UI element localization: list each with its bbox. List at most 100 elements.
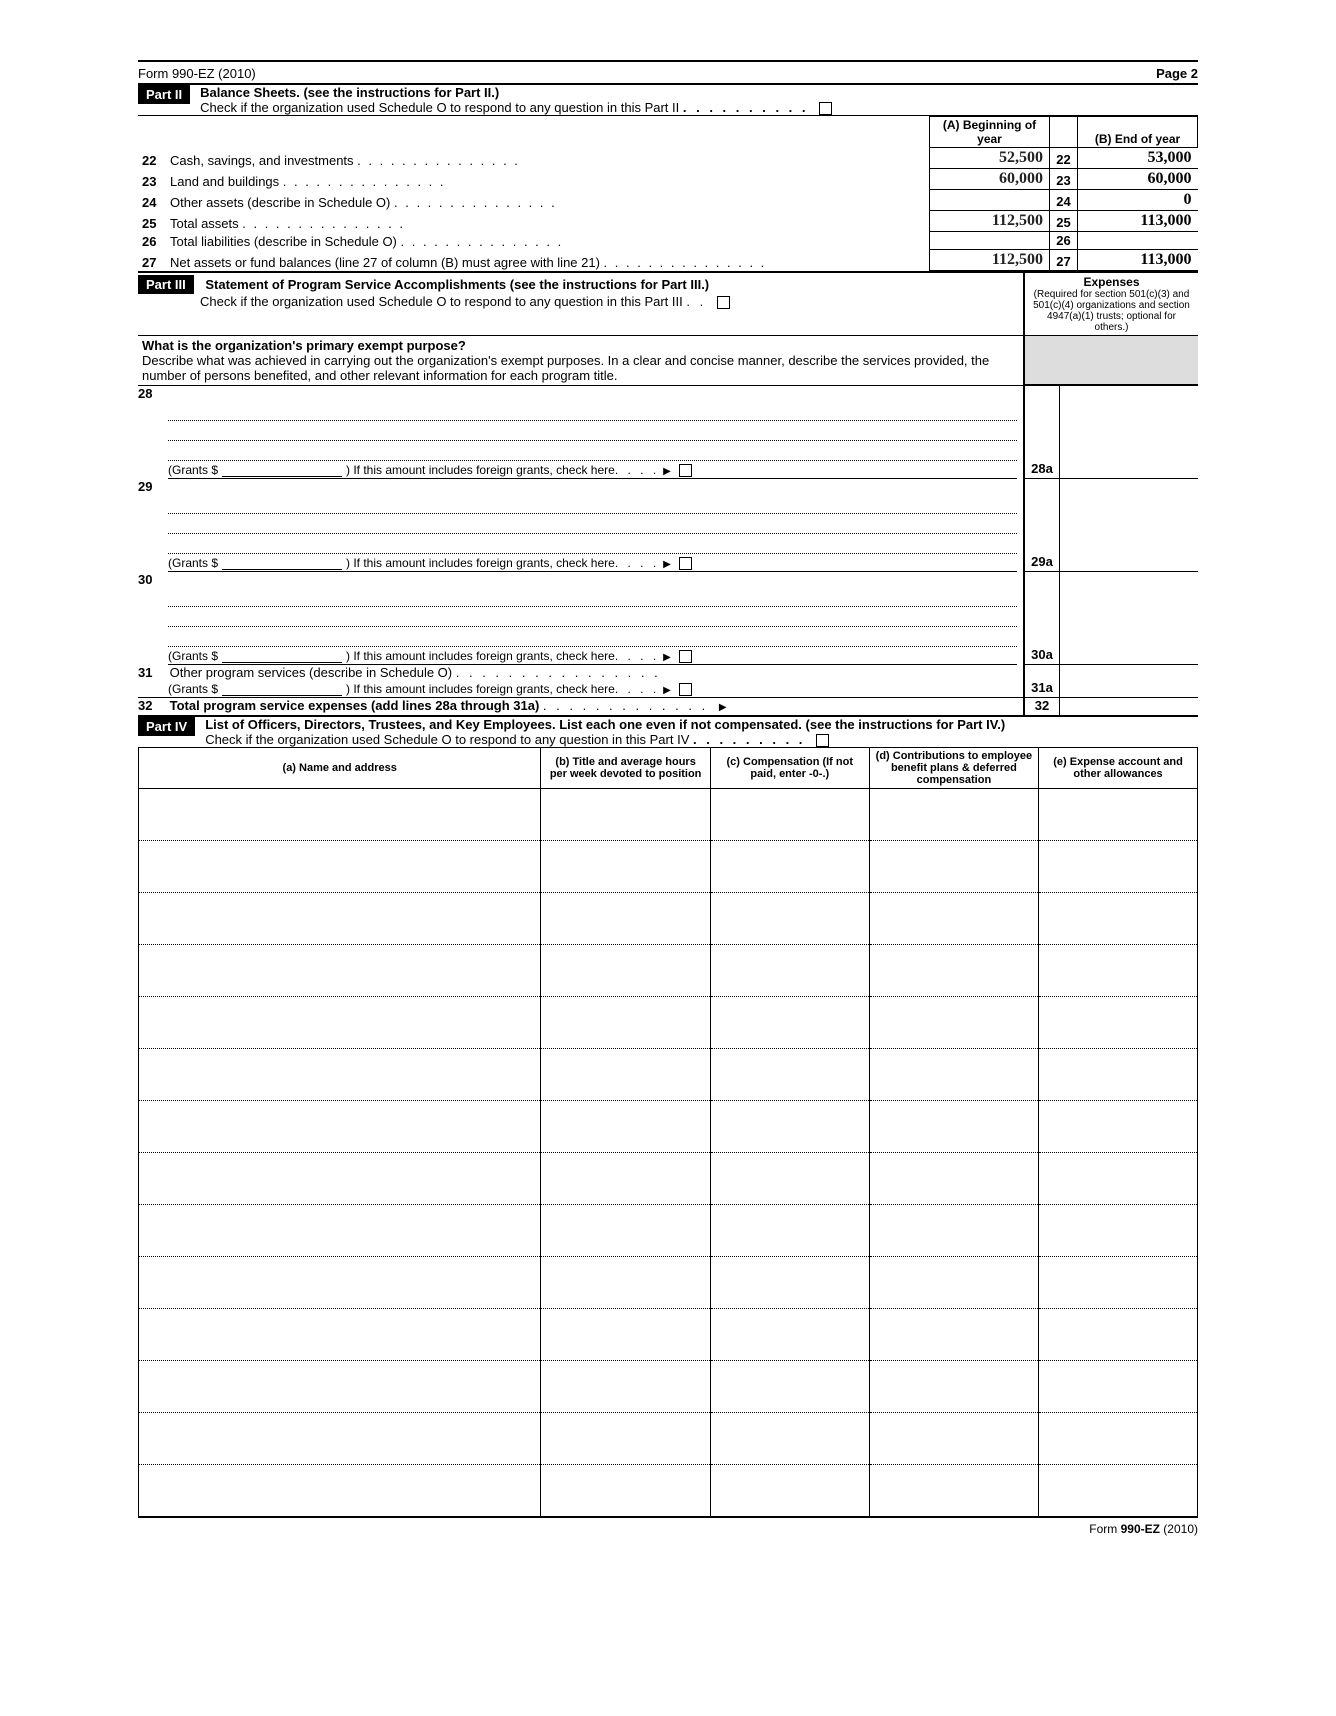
line29a-num: 29a: [1025, 479, 1060, 571]
expenses-header: Expenses: [1029, 275, 1194, 289]
line31-desc: Other program services (describe in Sche…: [170, 665, 453, 680]
part3-schedO-checkbox[interactable]: [717, 296, 730, 309]
p2-line-num: 23: [1050, 169, 1078, 190]
line30-num: 30: [138, 572, 166, 587]
p2-row-num: 27: [138, 250, 166, 271]
line29-text3[interactable]: [168, 536, 1017, 554]
officer-row[interactable]: [139, 1309, 1198, 1361]
p4-col-b: (b) Title and average hours per week dev…: [541, 748, 710, 789]
line28-text1[interactable]: [168, 403, 1017, 421]
p4-col-e: (e) Expense account and other allowances: [1039, 748, 1198, 789]
p2-row-desc: Total liabilities (describe in Schedule …: [166, 232, 930, 250]
p2-colA[interactable]: 52,500: [930, 148, 1050, 169]
form-id: Form 990-EZ (2010): [138, 66, 256, 81]
footer-form: Form 990-EZ (2010): [1089, 1522, 1198, 1536]
foreign-checkbox-28[interactable]: [679, 464, 692, 477]
colB-header: (B) End of year: [1078, 117, 1198, 148]
foreign-checkbox-30[interactable]: [679, 650, 692, 663]
page-number: Page 2: [1156, 66, 1198, 81]
p2-colB[interactable]: 0: [1078, 190, 1198, 211]
officer-row[interactable]: [139, 1049, 1198, 1101]
officer-row[interactable]: [139, 1257, 1198, 1309]
p2-row-num: 23: [138, 169, 166, 190]
p2-colB[interactable]: 113,000: [1078, 250, 1198, 271]
grants-amount-29[interactable]: [222, 569, 342, 570]
officer-row[interactable]: [139, 1465, 1198, 1517]
p2-colA[interactable]: [930, 232, 1050, 250]
officer-row[interactable]: [139, 945, 1198, 997]
line31-num: 31: [138, 665, 166, 680]
part4-label: Part IV: [138, 717, 195, 736]
expenses-subtext: (Required for section 501(c)(3) and 501(…: [1033, 289, 1190, 333]
line30-text1[interactable]: [168, 589, 1017, 607]
p2-colA[interactable]: 112,500: [930, 211, 1050, 232]
line30-text2[interactable]: [168, 609, 1017, 627]
p2-colB[interactable]: 53,000: [1078, 148, 1198, 169]
p2-line-num: 24: [1050, 190, 1078, 211]
part2-label: Part II: [138, 85, 190, 104]
p2-row-desc: Cash, savings, and investments . . . . .…: [166, 148, 930, 169]
officer-row[interactable]: [139, 1205, 1198, 1257]
p4-col-c: (c) Compensation (If not paid, enter -0-…: [710, 748, 869, 789]
balance-sheet-table: (A) Beginning of year (B) End of year 22…: [138, 116, 1198, 271]
foreign-checkbox-31[interactable]: [679, 683, 692, 696]
officer-row[interactable]: [139, 1101, 1198, 1153]
line28a-num: 28a: [1025, 386, 1060, 478]
part2-subline: Check if the organization used Schedule …: [200, 100, 679, 115]
colA-header: (A) Beginning of year: [930, 117, 1050, 148]
officer-row[interactable]: [139, 1153, 1198, 1205]
line31a-val[interactable]: [1060, 665, 1198, 697]
line29-text1[interactable]: [168, 496, 1017, 514]
officer-row[interactable]: [139, 1413, 1198, 1465]
officer-row[interactable]: [139, 789, 1198, 841]
officer-row[interactable]: [139, 997, 1198, 1049]
p2-row-desc: Net assets or fund balances (line 27 of …: [166, 250, 930, 271]
line30-text3[interactable]: [168, 629, 1017, 647]
part2-title: Balance Sheets. (see the instructions fo…: [200, 85, 499, 100]
p2-colA[interactable]: 60,000: [930, 169, 1050, 190]
grants-amount-30[interactable]: [222, 662, 342, 663]
p2-colB[interactable]: 113,000: [1078, 211, 1198, 232]
p2-row-desc: Total assets . . . . . . . . . . . . . .…: [166, 211, 930, 232]
line30a-val[interactable]: [1060, 572, 1198, 664]
p2-line-num: 26: [1050, 232, 1078, 250]
p2-colB[interactable]: 60,000: [1078, 169, 1198, 190]
p2-colB[interactable]: [1078, 232, 1198, 250]
line32-val[interactable]: [1060, 698, 1198, 715]
officer-row[interactable]: [139, 1361, 1198, 1413]
p4-col-a: (a) Name and address: [139, 748, 541, 789]
foreign-checkbox-29[interactable]: [679, 557, 692, 570]
line30a-num: 30a: [1025, 572, 1060, 664]
officer-row[interactable]: [139, 893, 1198, 945]
line28-num: 28: [138, 386, 166, 401]
part3-subline: Check if the organization used Schedule …: [138, 294, 683, 309]
foreign-label-28: ) If this amount includes foreign grants…: [346, 463, 615, 477]
line29a-val[interactable]: [1060, 479, 1198, 571]
line31a-num: 31a: [1025, 665, 1060, 697]
p2-line-num: 25: [1050, 211, 1078, 232]
p2-row-num: 26: [138, 232, 166, 250]
p2-colA[interactable]: [930, 190, 1050, 211]
officers-table: (a) Name and address (b) Title and avera…: [138, 747, 1198, 1518]
grants-amount-28[interactable]: [222, 476, 342, 477]
part4-schedO-checkbox[interactable]: [816, 734, 829, 747]
p2-line-num: 27: [1050, 250, 1078, 271]
grants-amount-31[interactable]: [222, 695, 342, 696]
p2-row-desc: Other assets (describe in Schedule O) . …: [166, 190, 930, 211]
part3-title: Statement of Program Service Accomplishm…: [197, 277, 709, 292]
line29-text2[interactable]: [168, 516, 1017, 534]
line28a-val[interactable]: [1060, 386, 1198, 478]
line28-text3[interactable]: [168, 443, 1017, 461]
line32-rn: 32: [1025, 698, 1060, 715]
p2-row-num: 22: [138, 148, 166, 169]
p2-colA[interactable]: 112,500: [930, 250, 1050, 271]
part4-title: List of Officers, Directors, Trustees, a…: [205, 717, 1005, 732]
line28-text2[interactable]: [168, 423, 1017, 441]
part2-schedO-checkbox[interactable]: [819, 102, 832, 115]
officer-row[interactable]: [139, 841, 1198, 893]
grants-label-28: (Grants $: [168, 463, 218, 477]
line32-desc: Total program service expenses (add line…: [170, 698, 540, 713]
part4-subline: Check if the organization used Schedule …: [205, 732, 689, 747]
part3-label: Part III: [138, 275, 194, 294]
p2-row-desc: Land and buildings . . . . . . . . . . .…: [166, 169, 930, 190]
